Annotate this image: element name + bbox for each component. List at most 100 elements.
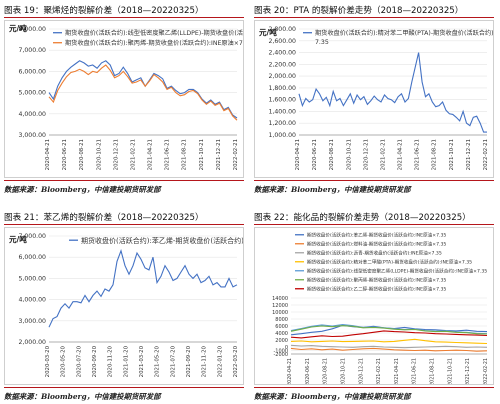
y-tick-label: 3,000.00 — [18, 318, 46, 325]
chart-title: 图表 21：苯乙烯的裂解价差（2018—20220325） — [4, 213, 204, 223]
x-tick-label: 2021-12-21 — [465, 358, 471, 384]
y-tick-label: 7,000.00 — [18, 47, 46, 54]
y-tick-label: 4,000.00 — [18, 297, 46, 304]
y-tick-label: 1,400.00 — [268, 108, 296, 115]
x-tick-label: 2021-07-20 — [170, 345, 176, 377]
x-tick-label: 2021-04-21 — [148, 139, 154, 170]
x-tick-label: 2021-04-21 — [394, 358, 400, 384]
chart-title: 图表 19：聚烯烃的裂解价差（2018—20220325） — [4, 6, 204, 16]
x-tick-label: 2022-03-20 — [233, 345, 239, 377]
series-line — [48, 60, 238, 119]
y-tick-label: 6,000.00 — [18, 254, 46, 261]
y-tick-label: 4,000.00 — [18, 111, 46, 118]
y-tick-label: 7,000.00 — [18, 233, 46, 240]
y-tick-label: -2000 — [273, 352, 288, 358]
x-tick-label: 2021-05-20 — [155, 345, 161, 377]
legend-label: 7.35 — [315, 39, 329, 46]
x-tick-label: 2020-04-21 — [45, 139, 51, 170]
x-tick-label: 2020-12-21 — [358, 358, 364, 384]
y-tick-label: 6,000.00 — [18, 68, 46, 75]
x-tick-label: 2021-08-21 — [430, 358, 436, 384]
x-tick-label: 2020-06-21 — [312, 139, 318, 170]
chart-title: 图表 22：能化品的裂解价差走势（2018—20220325） — [254, 213, 471, 223]
source-rule — [254, 180, 494, 181]
title-rule — [254, 224, 494, 225]
chart-frame: 8,000.00 7,000.00 6,000.00 5,000.00 4,000.00… — [4, 20, 308, 178]
legend-label: 期货收盘价(活跃合约):精对苯二甲酸(PTA)-期货收盘价(活跃合约):INE原… — [307, 259, 472, 266]
y-tick-label: 5,000.00 — [18, 90, 46, 97]
series-line — [290, 324, 488, 336]
x-tick-label: 2021-10-21 — [449, 139, 455, 170]
chart-panel-21: 图表 21：苯乙烯的裂解价差（2018—20220325） 7,000.00 6,… — [0, 202, 293, 404]
y-tick-label: 3,000.00 — [18, 132, 46, 139]
chart-svg: 7,000.00 6,000.00 5,000.00 4,000.00 3,000.00… — [9, 233, 293, 377]
y-tick-label: -1000 — [273, 349, 288, 355]
y-tick-label: 6000 — [275, 324, 288, 330]
x-tick-label: 2022-01-20 — [217, 345, 223, 377]
legend-label: 期货收盘价(活跃合约):苯乙烯-期货收盘价(活跃合约):INE原油×7.35 — [307, 232, 446, 239]
x-tick-label: 2021-12-21 — [216, 139, 222, 170]
x-tick-label: 2020-12-21 — [113, 139, 119, 170]
x-tick-label: 2021-10-21 — [447, 358, 453, 384]
x-tick-label: 2021-08-21 — [432, 139, 438, 170]
x-tick-label: 2021-04-21 — [398, 139, 404, 170]
x-tick-label: 2020-03-20 — [45, 345, 51, 377]
chart-panel-20: 图表 20：PTA 的裂解价差走势（2018—20220325） 2,800.0… — [250, 0, 500, 202]
x-tick-label: 2020-08-21 — [329, 139, 335, 170]
series-line — [48, 249, 238, 328]
chart-panel-19: 图表 19：聚烯烃的裂解价差（2018—20220325） 8,000.00 7,… — [0, 0, 308, 202]
source-note: 数据来源：Bloomberg，中信建投期货研发部 — [254, 185, 411, 194]
x-tick-label: 2022-02-21 — [483, 358, 489, 384]
legend-label: 期货收盘价(活跃合约):燃料油-期货收盘价(活跃合约):INE原油×7.35 — [307, 241, 446, 248]
y-tick-label: 4000 — [275, 331, 288, 337]
series-line — [290, 330, 488, 339]
source-rule — [4, 180, 244, 181]
x-tick-label: 2021-06-21 — [415, 139, 421, 170]
x-tick-label: 2020-10-21 — [96, 139, 102, 170]
y-tick-label: 14000 — [272, 296, 288, 302]
x-tick-label: 2021-03-20 — [139, 345, 145, 377]
series-line — [290, 338, 488, 345]
x-tick-label: 2022-02-21 — [483, 139, 489, 170]
y-tick-label: 2,400.00 — [268, 50, 296, 57]
y-tick-label: 2000 — [275, 338, 288, 344]
source-note: 数据来源：Bloomberg，中信建投期货研发部 — [4, 392, 161, 401]
series-line — [290, 325, 488, 335]
x-tick-label: 2020-10-21 — [340, 358, 346, 384]
x-tick-label: 2021-02-21 — [130, 139, 136, 170]
y-tick-label: 12000 — [272, 303, 288, 309]
y-tick-label: 1,600.00 — [268, 97, 296, 104]
x-tick-label: 2021-10-21 — [199, 139, 205, 170]
x-tick-label: 2021-09-20 — [186, 345, 192, 377]
x-tick-label: 2020-05-20 — [61, 345, 67, 377]
x-tick-label: 2021-06-21 — [412, 358, 418, 384]
x-tick-label: 2021-06-21 — [165, 139, 171, 170]
source-rule — [4, 387, 244, 388]
x-tick-label: 2020-10-21 — [346, 139, 352, 170]
x-tick-label: 2020-06-21 — [305, 358, 311, 384]
series-line — [298, 52, 487, 133]
y-tick-label: 2,600.00 — [268, 38, 296, 45]
y-tick-label: 1,800.00 — [268, 85, 296, 92]
source-note: 数据来源：Bloomberg，中信建投期货研发部 — [4, 185, 161, 194]
x-tick-label: 2020-07-20 — [76, 345, 82, 377]
chart-svg: 14000120001000080006000400020000-1000-20… — [272, 232, 489, 386]
y-tick-label: 2,000.00 — [268, 73, 296, 80]
legend-label: 期货收盘价(活跃合约):沥青-期货收盘价(活跃合约):INE原油×7.35 — [307, 250, 442, 257]
y-tick-label: 10000 — [272, 310, 288, 316]
title-rule — [254, 17, 494, 18]
series-line — [290, 347, 488, 352]
series-line — [48, 64, 238, 121]
x-tick-label: 2020-04-21 — [287, 358, 293, 384]
legend-label: 期货收盘价(活跃合约):线型低密度聚乙烯(LLDPE)-期货收盘价(活跃合约):… — [307, 268, 487, 275]
x-tick-label: 2021-02-21 — [380, 139, 386, 170]
legend-label: 期货收盘价(活跃合约):聚丙烯-期货收盘价(活跃合约):INE原油×7.35 — [65, 39, 243, 47]
title-rule — [4, 17, 244, 18]
chart-title: 图表 20：PTA 的裂解价差走势（2018—20220325） — [254, 6, 464, 16]
y-tick-label: 5,000.00 — [18, 275, 46, 282]
x-tick-label: 2021-11-20 — [202, 345, 208, 377]
legend-label: 期货收盘价(活跃合约):苯乙烯-期货收盘价(活跃合约):INE原油×7.35 — [81, 236, 243, 245]
x-tick-label: 2022-02-21 — [233, 139, 239, 170]
y-axis-label: 元/吨 — [259, 27, 277, 37]
legend-label: 期货收盘价(活跃合约):聚丙烯-期货收盘价(活跃合约):INE原油×7.35 — [307, 277, 446, 284]
